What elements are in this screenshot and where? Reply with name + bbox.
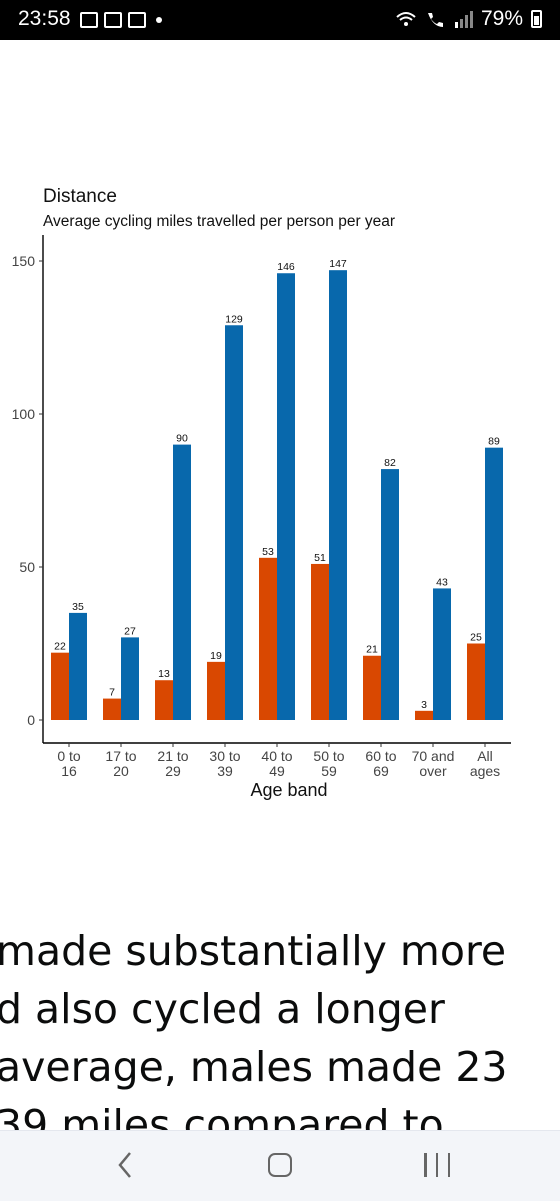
data-label: 43 [436,576,448,588]
data-label: 13 [158,668,170,680]
mail-icon [128,12,146,28]
x-tick-label: 20 [113,763,129,779]
data-label: 146 [277,261,295,273]
x-tick-label: 29 [165,763,181,779]
chart: Distance Average cycling miles travelled… [0,180,560,820]
recent-apps-icon[interactable] [424,1153,450,1177]
x-tick-label: 50 to [313,748,344,764]
y-tick-label: 150 [12,253,36,269]
data-label: 3 [421,699,427,711]
battery-icon [531,10,542,28]
bar [121,637,139,720]
article-line: 39 miles compared to [0,1101,444,1132]
article-line: made substantially more [0,927,507,975]
x-tick-label: 21 to [157,748,188,764]
x-tick-label: 59 [321,763,337,779]
y-tick-label: 0 [27,712,35,728]
navigation-bar [0,1130,560,1201]
signal-icon [454,11,473,28]
bar [329,270,347,720]
bar [381,469,399,720]
x-tick-label: 17 to [105,748,136,764]
wifi-call-icon [427,13,443,27]
data-label: 35 [72,601,84,613]
x-tick-label: ages [470,763,500,779]
data-label: 25 [470,632,482,644]
bar [259,557,277,720]
x-tick-label: 60 to [365,748,396,764]
bar [173,444,191,720]
wifi-6e-icon [396,12,416,26]
article-line: average, males made 23 [0,1043,508,1091]
battery-percent: 79% [480,7,523,30]
x-tick-label: 0 to [57,748,81,764]
status-time: 23:58 [18,7,71,30]
data-label: 90 [176,433,188,445]
bar [69,612,87,720]
x-tick-label: 40 to [261,748,292,764]
x-tick-label: 70 and [412,748,455,764]
status-bar: 23:58 79% [0,0,560,40]
data-label: 53 [262,546,274,558]
data-label: 21 [366,644,378,656]
data-label: 19 [210,650,222,662]
chart-title: Distance [43,186,117,207]
bar [277,273,295,720]
x-tick-label: 16 [61,763,77,779]
bar [311,563,329,720]
x-tick-label: All [477,748,493,764]
x-tick-label: 49 [269,763,285,779]
x-tick-label: 39 [217,763,233,779]
bar [225,325,243,720]
bar [207,661,225,720]
chart-subtitle: Average cycling miles travelled per pers… [43,213,396,230]
bar [363,655,381,720]
bar [103,698,121,720]
bar [415,710,433,720]
data-label: 89 [488,436,500,448]
data-label: 7 [109,687,115,699]
x-tick-label: 69 [373,763,389,779]
bar [467,643,485,720]
article-text: made substantially more d also cycled a … [0,922,560,1132]
home-icon[interactable] [268,1153,292,1177]
bar [485,447,503,720]
article-line: d also cycled a longer [0,985,445,1033]
gallery-icon [104,12,122,28]
data-label: 51 [314,552,326,564]
notification-icons [80,10,162,30]
bar [155,680,173,720]
data-label: 82 [384,457,396,469]
y-tick-label: 100 [12,406,36,422]
status-right: 79% [395,7,542,31]
data-label: 129 [225,313,243,325]
data-label: 22 [54,641,66,653]
data-label: 147 [329,258,347,270]
bar [51,652,69,720]
x-tick-label: over [419,763,447,779]
x-tick-label: 30 to [209,748,240,764]
back-icon[interactable] [110,1149,140,1181]
y-tick-label: 50 [19,559,35,575]
notification-dot-icon [156,17,162,23]
x-axis-title: Age band [250,780,327,800]
data-label: 27 [124,625,136,637]
outlook-icon [80,12,98,28]
bar [433,588,451,720]
